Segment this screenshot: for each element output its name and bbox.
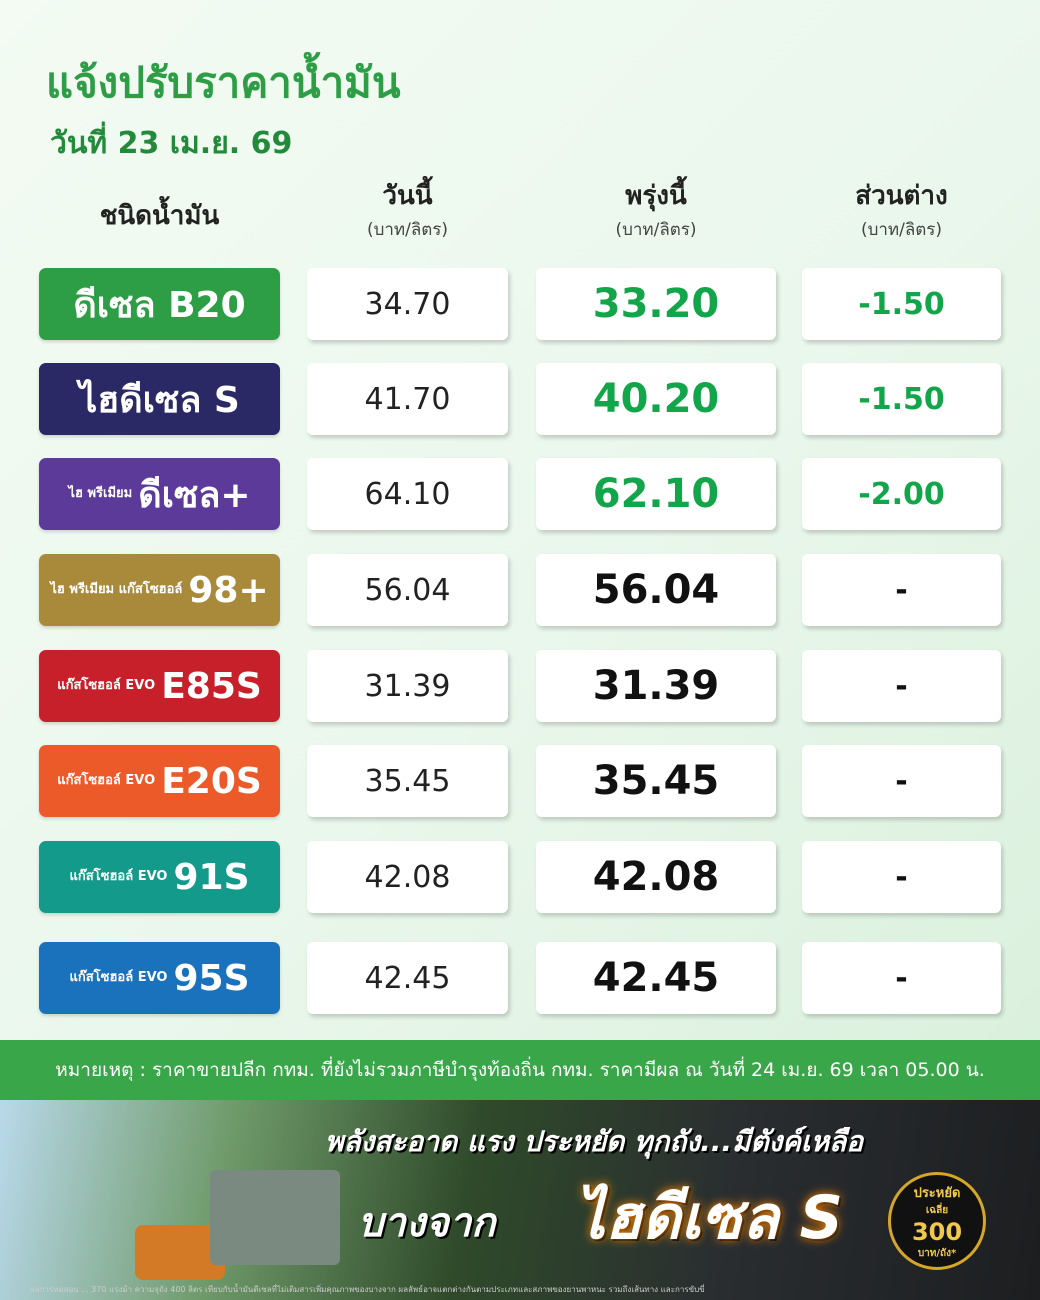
price-today: 56.04	[307, 554, 508, 626]
savings-badge: ประหยัด เฉลี่ย 300 บาท/ถัง*	[888, 1172, 986, 1270]
price-row: ไฮ พรีเมียม แก๊สโซฮอล์ 98+ 56.04 56.04 -	[0, 554, 1040, 626]
fuel-name: ดีเซล+	[138, 474, 251, 516]
price-today: 42.45	[307, 942, 508, 1014]
fuel-logo-prefix: ไฮ พรีเมียม แก๊สโซฮอล์	[50, 581, 183, 597]
price-diff: -1.50	[802, 363, 1001, 435]
price-tomorrow: 31.39	[536, 650, 776, 722]
header-type-label: ชนิดน้ำมัน	[99, 201, 220, 231]
header-today-label: วันนี้	[382, 181, 433, 211]
price-tomorrow: 62.10	[536, 458, 776, 530]
price-today: 34.70	[307, 268, 508, 340]
fuel-name: 91S	[173, 856, 250, 898]
price-diff: -	[802, 942, 1001, 1014]
fuel-logo-prefix: ไฮ พรีเมียม	[68, 485, 133, 501]
fuel-name: 98+	[188, 569, 269, 611]
fuel-logo: แก๊สโซฮอล์ EVO 91S	[39, 841, 280, 913]
fuel-logo-prefix: แก๊สโซฮอล์ EVO	[69, 969, 168, 985]
banner-slogan: พลังสะอาด แรง ประหยัด ทุกถัง...มีตังค์เห…	[325, 1125, 864, 1158]
price-row: แก๊สโซฮอล์ EVO E20S 35.45 35.45 -	[0, 745, 1040, 817]
price-row: ไฮ พรีเมียม ดีเซล+ 64.10 62.10 -2.00	[0, 458, 1040, 530]
fuel-logo-prefix: แก๊สโซฮอล์ EVO	[69, 868, 168, 884]
page-title: แจ้งปรับราคาน้ำมัน	[46, 58, 401, 107]
price-diff: -1.50	[802, 268, 1001, 340]
fuel-logo: ดีเซล B20	[39, 268, 280, 340]
price-today: 64.10	[307, 458, 508, 530]
truck-image	[210, 1170, 340, 1265]
price-tomorrow: 40.20	[536, 363, 776, 435]
price-today: 35.45	[307, 745, 508, 817]
fuel-logo: แก๊สโซฮอล์ EVO E20S	[39, 745, 280, 817]
fuel-name: E85S	[161, 665, 262, 707]
fuel-name: 95S	[173, 957, 250, 999]
header-tomorrow-label: พรุ่งนี้	[625, 181, 687, 211]
price-diff: -	[802, 650, 1001, 722]
header-unit: (บาท/ลิตร)	[860, 220, 943, 240]
announcement-date: วันที่ 23 เม.ย. 69	[50, 126, 293, 161]
badge-number: 300	[911, 1217, 963, 1246]
fuel-logo: แก๊สโซฮอล์ EVO E85S	[39, 650, 280, 722]
badge-top: ประหยัด	[913, 1185, 961, 1201]
price-row: แก๊สโซฮอล์ EVO 91S 42.08 42.08 -	[0, 841, 1040, 913]
fuel-logo: ไฮ พรีเมียม แก๊สโซฮอล์ 98+	[39, 554, 280, 626]
fuel-logo-prefix: แก๊สโซฮอล์ EVO	[57, 677, 156, 693]
header-diff-label: ส่วนต่าง	[855, 181, 948, 211]
price-tomorrow: 42.45	[536, 942, 776, 1014]
price-diff: -	[802, 841, 1001, 913]
header-diff: ส่วนต่าง (บาท/ลิตร)	[802, 175, 1001, 243]
fuel-logo: ไฮดีเซล S	[39, 363, 280, 435]
price-tomorrow: 35.45	[536, 745, 776, 817]
fine-print: ผลการทดสอบ ... 370 แรงม้า ความจุถัง 400 …	[30, 1285, 705, 1294]
promo-banner: พลังสะอาด แรง ประหยัด ทุกถัง...มีตังค์เห…	[0, 1100, 1040, 1300]
price-diff: -2.00	[802, 458, 1001, 530]
badge-mid: เฉลี่ย	[925, 1204, 949, 1216]
price-diff: -	[802, 554, 1001, 626]
fuel-logo: แก๊สโซฮอล์ EVO 95S	[39, 942, 280, 1014]
badge-unit: บาท/ถัง*	[917, 1247, 957, 1259]
price-diff: -	[802, 745, 1001, 817]
fuel-name: E20S	[161, 760, 262, 802]
price-row: แก๊สโซฮอล์ EVO 95S 42.45 42.45 -	[0, 942, 1040, 1014]
footnote: หมายเหตุ : ราคาขายปลีก กทม. ที่ยังไม่รวม…	[0, 1040, 1040, 1100]
banner-brand-company: บางจาก	[358, 1200, 496, 1246]
header-type: ชนิดน้ำมัน	[39, 195, 280, 236]
fuel-logo: ไฮ พรีเมียม ดีเซล+	[39, 458, 280, 530]
header-unit: (บาท/ลิตร)	[615, 220, 697, 240]
price-tomorrow: 42.08	[536, 841, 776, 913]
price-tomorrow: 33.20	[536, 268, 776, 340]
fuel-name: ดีเซล B20	[73, 284, 246, 326]
price-today: 41.70	[307, 363, 508, 435]
price-today: 31.39	[307, 650, 508, 722]
price-today: 42.08	[307, 841, 508, 913]
fuel-logo-prefix: แก๊สโซฮอล์ EVO	[57, 772, 156, 788]
price-row: ดีเซล B20 34.70 33.20 -1.50	[0, 268, 1040, 340]
price-tomorrow: 56.04	[536, 554, 776, 626]
fuel-name: ไฮดีเซล S	[79, 379, 240, 421]
price-row: ไฮดีเซล S 41.70 40.20 -1.50	[0, 363, 1040, 435]
header-today: วันนี้ (บาท/ลิตร)	[307, 175, 508, 243]
header-unit: (บาท/ลิตร)	[366, 220, 449, 240]
banner-product: ไฮดีเซล S	[575, 1183, 843, 1253]
price-row: แก๊สโซฮอล์ EVO E85S 31.39 31.39 -	[0, 650, 1040, 722]
header-tomorrow: พรุ่งนี้ (บาท/ลิตร)	[536, 175, 776, 243]
